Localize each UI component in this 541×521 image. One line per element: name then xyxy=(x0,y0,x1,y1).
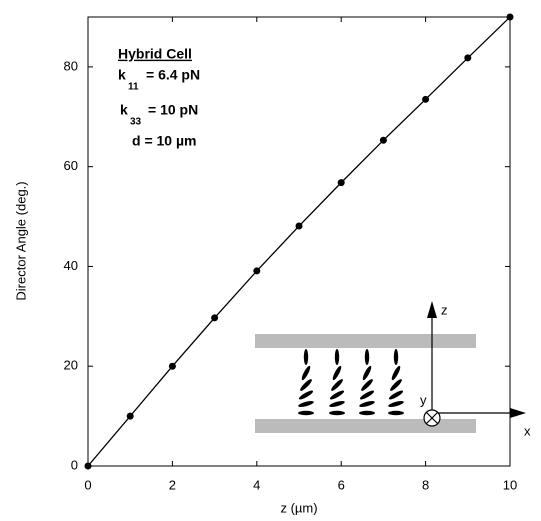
arrow-head xyxy=(427,301,437,318)
y-tick-label: 0 xyxy=(71,457,78,472)
molecule xyxy=(301,365,311,381)
molecule xyxy=(303,349,309,365)
molecule xyxy=(391,365,401,381)
molecule xyxy=(393,349,399,365)
data-point xyxy=(379,136,387,144)
plot-frame xyxy=(87,16,511,467)
y-tick-label: 60 xyxy=(64,158,78,173)
molecule xyxy=(390,379,402,391)
data-point xyxy=(464,54,472,62)
annotation-symbol: k xyxy=(120,102,128,118)
y-tick-label: 80 xyxy=(64,58,78,73)
molecule xyxy=(332,365,342,381)
annotation-symbol: k xyxy=(118,67,126,83)
inset-z-label: z xyxy=(441,302,448,317)
inset-diagram: z y x xyxy=(255,301,531,438)
bottom-plate xyxy=(255,419,476,433)
molecule xyxy=(364,349,370,365)
molecule xyxy=(329,390,345,400)
molecules xyxy=(298,349,404,416)
x-tick-label: 10 xyxy=(503,477,517,492)
molecule xyxy=(388,390,404,400)
molecule xyxy=(298,390,314,400)
y-axis-label: Director Angle (deg.) xyxy=(13,181,28,300)
data-point xyxy=(211,314,219,322)
molecule xyxy=(329,401,345,407)
annotation-subscript: 33 xyxy=(130,117,142,128)
data-point xyxy=(84,462,92,470)
molecule xyxy=(298,410,314,416)
x-axis-label: z (µm) xyxy=(280,500,317,515)
molecule xyxy=(329,410,345,416)
x-tick-label: 4 xyxy=(253,477,260,492)
annotation-value: = 6.4 pN xyxy=(146,67,200,83)
data-point xyxy=(422,95,430,103)
annotation-subscript: 11 xyxy=(128,82,139,93)
data-point xyxy=(506,13,514,21)
molecule xyxy=(361,379,373,391)
arrow-head xyxy=(510,408,526,418)
top-plate xyxy=(255,334,476,348)
molecule xyxy=(362,365,372,381)
annotation-value: = 10 pN xyxy=(148,102,198,118)
molecule xyxy=(334,349,340,365)
y-tick-label: 40 xyxy=(64,258,78,273)
molecule xyxy=(359,401,375,407)
data-point xyxy=(168,362,176,370)
annotation-text: d = 10 µm xyxy=(132,133,196,149)
annotation: Hybrid Cell k 11 = 6.4 pN k 33 = 10 pN d… xyxy=(118,46,200,149)
molecule xyxy=(331,379,343,391)
molecule xyxy=(388,401,404,407)
molecule xyxy=(359,390,375,400)
cross xyxy=(426,412,438,424)
y-tick-label: 20 xyxy=(64,358,78,373)
molecule xyxy=(300,379,312,391)
data-point xyxy=(295,222,303,230)
molecule xyxy=(298,401,314,407)
data-point xyxy=(126,412,134,420)
molecule xyxy=(388,410,404,416)
data-point xyxy=(337,179,345,187)
inset-y-label: y xyxy=(420,392,427,407)
x-tick-label: 6 xyxy=(338,477,345,492)
annotation-title: Hybrid Cell xyxy=(118,46,192,62)
data-point xyxy=(253,267,261,275)
x-tick-label: 0 xyxy=(84,477,91,492)
molecule xyxy=(359,410,375,416)
x-tick-label: 2 xyxy=(169,477,176,492)
x-tick-label: 8 xyxy=(422,477,429,492)
inset-x-label: x xyxy=(524,423,531,438)
